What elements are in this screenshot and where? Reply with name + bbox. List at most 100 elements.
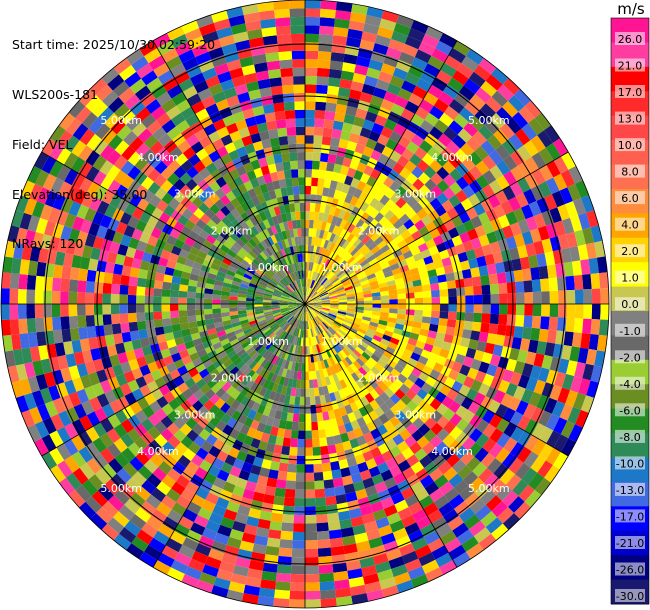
radar-gate xyxy=(288,284,295,292)
radar-gate xyxy=(323,281,332,289)
radar-gate xyxy=(384,187,396,199)
radar-gate xyxy=(101,523,119,541)
radar-gate xyxy=(127,215,140,229)
colorbar-tick-label: 17.0 xyxy=(618,86,643,99)
radar-gate xyxy=(274,242,281,252)
radar-gate xyxy=(176,255,187,265)
radar-gate xyxy=(362,119,375,131)
radar-gate xyxy=(294,254,299,263)
radar-gate xyxy=(305,160,313,170)
radar-gate xyxy=(203,123,217,136)
radar-gate xyxy=(190,522,206,536)
radar-gate xyxy=(453,500,470,516)
radar-gate xyxy=(232,357,243,367)
radar-gate xyxy=(199,22,217,36)
radar-gate xyxy=(220,299,230,304)
radar-gate xyxy=(131,471,147,486)
radar-gate xyxy=(4,350,16,368)
radar-gate xyxy=(482,438,497,453)
radar-gate xyxy=(528,472,545,490)
radar-gate xyxy=(311,308,320,314)
radar-gate xyxy=(241,376,251,386)
radar-gate xyxy=(515,192,529,208)
radar-gate xyxy=(528,118,545,136)
radar-gate xyxy=(264,485,276,496)
radar-gate xyxy=(536,253,547,267)
radar-gate xyxy=(305,219,310,229)
radar-gate xyxy=(203,197,215,209)
radar-gate xyxy=(538,147,554,165)
radar-gate xyxy=(448,494,465,509)
radar-gate xyxy=(168,197,181,210)
radar-gate xyxy=(383,540,399,553)
radar-gate xyxy=(380,230,391,241)
radar-gate xyxy=(191,43,209,58)
radar-gate xyxy=(141,345,153,357)
radar-gate xyxy=(364,204,375,216)
radar-gate xyxy=(252,491,265,503)
radar-gate xyxy=(202,259,213,268)
radar-gate xyxy=(203,293,213,300)
radar-gate xyxy=(254,343,264,352)
radar-gate xyxy=(290,211,297,221)
radar-gate xyxy=(79,415,93,431)
radar-gate xyxy=(155,147,170,161)
radar-gate xyxy=(292,59,305,68)
radar-gate xyxy=(329,206,337,216)
radar-gate xyxy=(311,292,319,299)
radar-gate xyxy=(299,279,303,288)
radar-gate xyxy=(315,263,321,273)
radar-gate xyxy=(423,343,434,353)
radar-gate xyxy=(63,253,74,267)
radar-gate xyxy=(241,135,253,147)
radar-gate xyxy=(251,401,261,412)
radar-gate xyxy=(288,298,297,302)
radar-gate xyxy=(126,49,144,65)
radar-gate xyxy=(404,100,419,114)
radar-gate xyxy=(303,295,305,304)
radar-gate xyxy=(200,335,211,344)
radar-gate xyxy=(459,107,475,122)
radar-gate xyxy=(577,347,589,364)
radar-gate xyxy=(424,481,439,496)
radar-gate xyxy=(291,344,297,354)
radar-gate xyxy=(153,319,164,328)
radar-gate xyxy=(222,481,236,494)
radar-gate xyxy=(364,215,375,226)
radar-gate xyxy=(447,311,457,320)
radar-gate xyxy=(210,383,222,394)
radar-gate xyxy=(190,332,201,341)
radar-gate xyxy=(163,139,178,154)
radar-gate xyxy=(147,426,161,440)
radar-gate xyxy=(293,280,299,289)
radar-gate xyxy=(119,294,128,304)
radar-gate xyxy=(241,64,256,76)
radar-gate xyxy=(326,339,333,348)
radar-gate xyxy=(340,325,349,332)
radar-gate xyxy=(111,313,121,325)
radar-gate xyxy=(485,96,502,113)
radar-gate xyxy=(107,179,121,195)
radar-gate xyxy=(95,271,105,283)
radar-gate xyxy=(356,162,367,173)
radar-gate xyxy=(255,203,264,214)
radar-gate xyxy=(310,185,318,195)
radar-gate xyxy=(228,581,246,594)
radar-gate xyxy=(305,84,317,94)
radar-gate xyxy=(551,400,566,418)
radar-gate xyxy=(380,299,390,304)
radar-gate xyxy=(262,494,275,505)
radar-gate xyxy=(79,462,95,480)
radar-gate xyxy=(143,459,159,474)
radar-gate xyxy=(363,225,373,235)
radar-gate xyxy=(288,306,298,311)
radar-gate xyxy=(491,67,509,85)
range-ring-label: 2.00km xyxy=(211,225,253,238)
radar-gate xyxy=(270,225,278,235)
radar-gate xyxy=(220,194,231,206)
radar-gate xyxy=(326,287,336,293)
radar-gate xyxy=(192,400,204,412)
radar-gate xyxy=(361,512,376,525)
radar-gate xyxy=(438,91,454,106)
radar-gate xyxy=(287,315,294,323)
